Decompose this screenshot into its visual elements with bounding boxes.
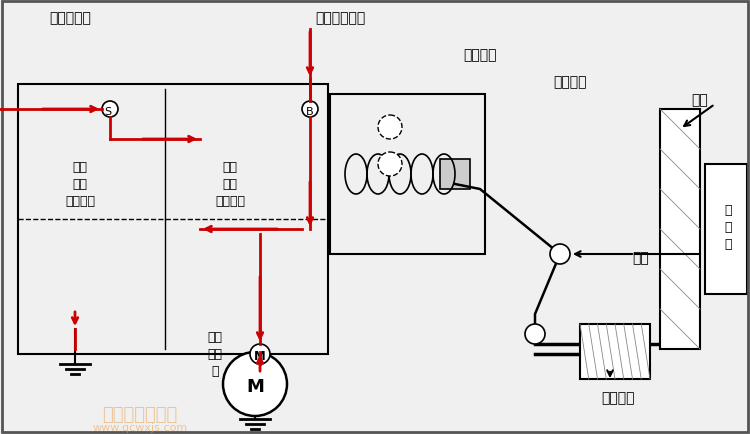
Circle shape <box>378 116 402 140</box>
Text: S: S <box>104 107 112 117</box>
Bar <box>660 110 700 349</box>
Bar <box>440 160 470 190</box>
Text: 直流
电动
机: 直流 电动 机 <box>208 331 223 378</box>
Circle shape <box>302 102 318 118</box>
Text: 保持
线圈
（并联）: 保持 线圈 （并联） <box>65 161 95 208</box>
Text: 吸引
线圈
（串联）: 吸引 线圈 （串联） <box>215 161 245 208</box>
Bar <box>330 95 485 254</box>
Circle shape <box>525 324 545 344</box>
Bar <box>580 324 650 379</box>
Bar <box>705 164 747 294</box>
Text: 发
动
机: 发 动 机 <box>724 204 732 251</box>
Text: 接蓄电池正极: 接蓄电池正极 <box>315 11 365 25</box>
Text: M: M <box>246 377 264 395</box>
Text: 复位弹簧: 复位弹簧 <box>554 75 586 89</box>
Circle shape <box>223 352 287 416</box>
Text: www.qcwxjs.com: www.qcwxjs.com <box>92 422 188 432</box>
Text: M: M <box>254 350 266 363</box>
Text: 拨叉: 拨叉 <box>632 250 649 264</box>
Text: 驱动齿轮: 驱动齿轮 <box>602 390 634 404</box>
Text: 电磁开关: 电磁开关 <box>464 48 496 62</box>
Circle shape <box>550 244 570 264</box>
Circle shape <box>250 344 270 364</box>
Circle shape <box>102 102 118 118</box>
Text: 汽车维修技术网: 汽车维修技术网 <box>102 405 178 423</box>
Text: B: B <box>306 107 314 117</box>
Bar <box>18 85 328 354</box>
Text: 接起动开关: 接起动开关 <box>49 11 91 25</box>
Circle shape <box>378 153 402 177</box>
Text: 飞轮: 飞轮 <box>692 93 708 107</box>
